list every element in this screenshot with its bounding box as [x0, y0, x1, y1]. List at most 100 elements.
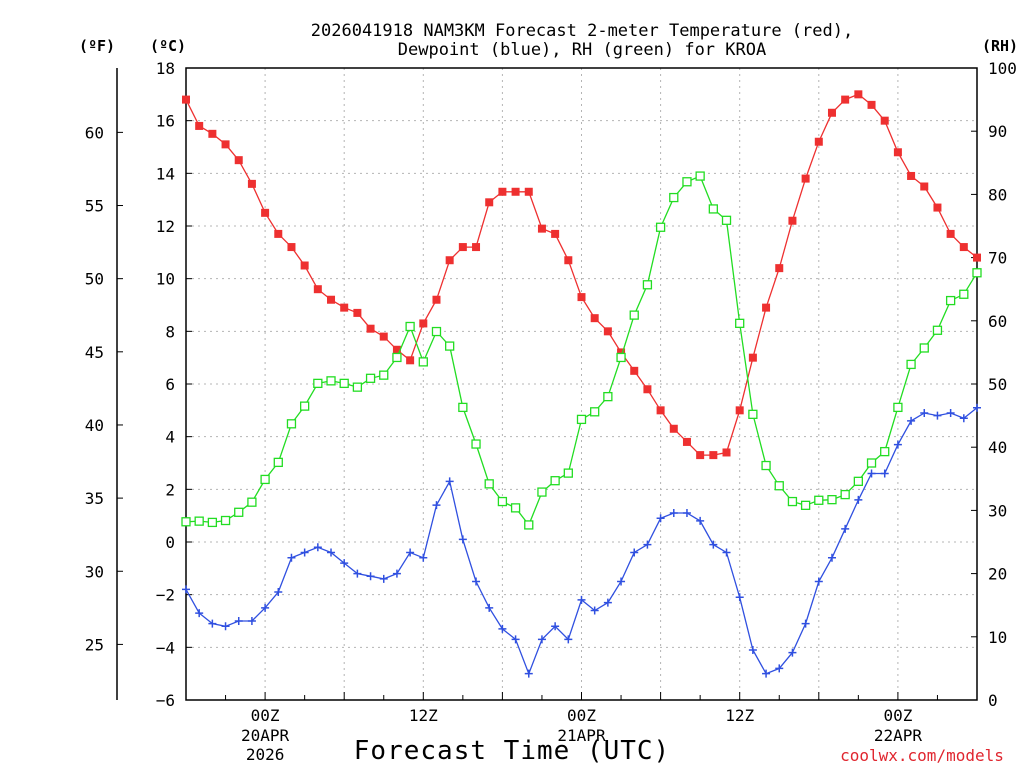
dewpoint-point	[379, 574, 388, 583]
dewpoint-point	[841, 524, 850, 533]
rh-point	[616, 352, 626, 363]
2-meter-temperature-point	[603, 327, 612, 336]
rh-point	[708, 204, 718, 214]
2-meter-temperature-point	[564, 256, 573, 265]
rh-tick-label: 0	[988, 691, 998, 710]
rh-point	[880, 446, 890, 457]
fahrenheit-tick-label: 30	[85, 562, 104, 581]
2-meter-temperature-point	[458, 243, 467, 252]
dewpoint-point	[973, 403, 981, 412]
x-tick-label: 12Z	[725, 706, 754, 725]
x-tick-label: 12Z	[409, 706, 438, 725]
dewpoint-point	[630, 548, 639, 557]
dewpoint-point	[300, 548, 309, 557]
2-meter-temperature-point	[748, 353, 757, 362]
rh-point	[629, 310, 639, 320]
dewpoint-point	[366, 572, 375, 581]
dewpoint-point	[643, 540, 652, 549]
rh-point	[800, 500, 811, 510]
rh-tick-label: 50	[988, 375, 1007, 394]
dewpoint-point	[537, 635, 546, 644]
rh-point	[458, 402, 468, 413]
dewpoint-point	[959, 414, 968, 423]
dewpoint-point	[735, 593, 744, 602]
dewpoint-point	[287, 553, 296, 562]
dewpoint-point	[472, 577, 481, 586]
fahrenheit-tick-label: 40	[85, 416, 104, 435]
dewpoint-point	[709, 540, 718, 549]
2-meter-temperature-point	[551, 229, 560, 238]
2-meter-temperature-point	[327, 295, 336, 304]
rh-point	[313, 378, 323, 389]
2-meter-temperature-point	[617, 348, 626, 357]
rh-tick-label: 60	[988, 312, 1007, 331]
dewpoint-point	[406, 548, 415, 557]
2-meter-temperature-point	[959, 243, 968, 252]
2-meter-temperature-point	[827, 108, 836, 117]
rh-point	[365, 373, 376, 383]
2-meter-temperature-point	[287, 243, 296, 252]
celsius-tick-label: −4	[156, 638, 175, 657]
x-tick-date: 21APR	[557, 726, 606, 745]
rh-point	[326, 376, 336, 386]
dewpoint-point	[353, 569, 362, 578]
rh-point	[405, 321, 415, 332]
2-meter-temperature-point	[221, 140, 230, 149]
rh-point	[537, 487, 547, 497]
2-meter-temperature-point	[630, 366, 639, 375]
rh-point	[431, 326, 442, 337]
dewpoint-point	[234, 617, 243, 625]
rh-point	[194, 516, 204, 526]
rh-tick-label: 80	[988, 185, 1007, 204]
rh-point	[207, 517, 218, 528]
dewpoint-point	[313, 543, 322, 552]
2-meter-temperature-point	[893, 148, 902, 157]
dewpoint-point	[682, 509, 691, 518]
2-meter-temperature-point	[973, 253, 981, 262]
celsius-tick-label: −6	[156, 691, 175, 710]
2-meter-temperature-point	[208, 129, 217, 138]
x-tick-label: 00Z	[883, 706, 912, 725]
fahrenheit-axis-label: (ºF)	[79, 37, 115, 55]
rh-point	[959, 289, 969, 299]
rh-point	[220, 515, 231, 526]
dewpoint-point	[524, 669, 533, 678]
rh-point	[497, 496, 508, 507]
2-meter-temperature-point	[696, 451, 705, 460]
rh-point	[669, 192, 679, 203]
rh-tick-label: 30	[988, 501, 1007, 520]
dewpoint-point	[696, 516, 705, 525]
dewpoint-point	[893, 440, 902, 449]
dewpoint-point	[340, 559, 349, 568]
rh-tick-label: 40	[988, 438, 1007, 457]
rh-point	[695, 171, 705, 181]
2-meter-temperature-line	[185, 93, 978, 456]
rh-tick-label: 20	[988, 565, 1007, 584]
2-meter-temperature-point	[880, 116, 889, 125]
dewpoint-point	[392, 569, 401, 578]
rh-point	[392, 352, 402, 363]
2-meter-temperature-point	[182, 95, 190, 104]
2-meter-temperature-point	[274, 229, 283, 238]
2-meter-temperature-point	[234, 156, 243, 165]
fahrenheit-tick-label: 35	[85, 489, 104, 508]
celsius-tick-label: 2	[165, 480, 175, 499]
fahrenheit-tick-label: 45	[85, 343, 104, 362]
rh-point	[906, 359, 916, 370]
x-tick-label: 00Z	[251, 706, 280, 725]
rh-point	[471, 439, 481, 449]
dewpoint-point	[880, 469, 889, 478]
fahrenheit-tick-label: 55	[85, 197, 104, 216]
celsius-tick-label: 12	[156, 217, 175, 236]
rh-point	[286, 419, 297, 429]
2-meter-temperature-point	[867, 100, 876, 109]
celsius-tick-label: 16	[156, 112, 175, 131]
2-meter-temperature-point	[682, 437, 691, 446]
rh-point	[563, 468, 573, 478]
dewpoint-point	[775, 664, 784, 673]
2-meter-temperature-point	[419, 319, 428, 328]
rh-point	[260, 474, 270, 485]
rh-point	[642, 280, 653, 290]
dewpoint-point	[748, 645, 757, 654]
dewpoint-point	[182, 585, 190, 594]
